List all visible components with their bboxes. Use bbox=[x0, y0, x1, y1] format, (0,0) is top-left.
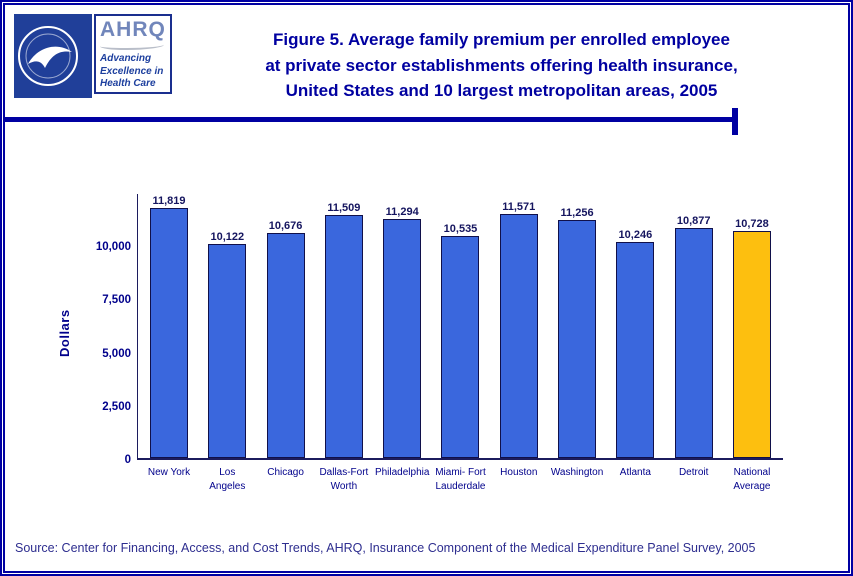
ahrq-logo-text: AHRQ bbox=[100, 18, 166, 41]
bar-group: 11,294 Philadelphia bbox=[375, 194, 430, 478]
bar-value-label: 10,246 bbox=[618, 228, 653, 241]
y-tick-label: 7,500 bbox=[102, 294, 131, 307]
y-tick-label: 10,000 bbox=[95, 241, 131, 254]
header-divider-line bbox=[5, 117, 735, 122]
bar-value-label: 11,294 bbox=[385, 206, 419, 219]
category-label: Philadelphia bbox=[374, 467, 430, 478]
category-label: Los Angeles bbox=[209, 467, 246, 492]
bar-group: 10,877 Detroit bbox=[674, 194, 713, 478]
bar bbox=[441, 235, 480, 458]
ahrq-tagline-line: Advancing bbox=[100, 53, 152, 64]
logo-group: AHRQ Advancing Excellence in Health Care bbox=[14, 14, 172, 98]
y-tick-label: 5,000 bbox=[102, 347, 131, 360]
bar-value-label: 10,728 bbox=[735, 218, 769, 231]
bar-value-label: 10,676 bbox=[268, 219, 303, 232]
category-label: Detroit bbox=[678, 467, 709, 478]
bar-value-label: 11,509 bbox=[327, 201, 361, 214]
source-note: Source: Center for Financing, Access, an… bbox=[15, 541, 756, 555]
bar bbox=[558, 220, 597, 458]
ahrq-tagline: Advancing Excellence in Health Care bbox=[100, 53, 166, 91]
bar-value-label: 11,571 bbox=[502, 200, 536, 213]
ahrq-logo: AHRQ Advancing Excellence in Health Care bbox=[94, 14, 172, 94]
bar-group: 11,509 Dallas-Fort Worth bbox=[319, 194, 368, 492]
bar-value-label: 11,819 bbox=[152, 195, 186, 208]
category-label: Houston bbox=[500, 467, 538, 478]
y-tick-label: 0 bbox=[124, 454, 131, 466]
bar-group: 10,535 Miami- Fort Lauderdale bbox=[435, 194, 486, 492]
bar-value-label: 10,535 bbox=[443, 222, 478, 235]
hhs-seal-logo bbox=[14, 14, 92, 98]
ahrq-tagline-line: Health Care bbox=[100, 78, 156, 89]
ahrq-swoosh-graphic bbox=[100, 41, 164, 50]
bar-group: 11,819 New York bbox=[148, 194, 190, 478]
chart-title-line: at private sector establishments offerin… bbox=[265, 55, 738, 75]
category-label: National Average bbox=[733, 467, 771, 492]
bar-group: 10,728 National Average bbox=[732, 194, 771, 492]
category-label: Miami- Fort Lauderdale bbox=[435, 467, 486, 492]
bar bbox=[324, 214, 363, 458]
header-divider-tick bbox=[732, 108, 738, 135]
bar bbox=[150, 208, 188, 458]
category-label: New York bbox=[147, 467, 191, 478]
bar bbox=[208, 244, 247, 458]
y-axis-tick-labels: 0 2,500 5,000 7,500 10,000 bbox=[5, 194, 131, 466]
bar bbox=[499, 213, 538, 458]
category-label: Chicago bbox=[267, 467, 304, 478]
plot-area: 11,819 New York 10,122 Los Angeles 10,676 Chic… bbox=[137, 194, 783, 492]
bar-group: 10,122 Los Angeles bbox=[208, 194, 247, 492]
bar bbox=[674, 228, 713, 458]
bar-value-label: 10,877 bbox=[676, 215, 711, 228]
bar bbox=[616, 241, 655, 458]
category-label: Atlanta bbox=[619, 467, 651, 478]
bar bbox=[383, 219, 422, 458]
bar-national-average bbox=[732, 231, 771, 458]
y-tick-label: 2,500 bbox=[102, 400, 131, 413]
chart-title-line: United States and 10 largest metropolita… bbox=[285, 81, 718, 100]
chart-title: Figure 5. Average family premium per enr… bbox=[180, 27, 823, 104]
bar bbox=[266, 232, 305, 458]
bar-group: 10,676 Chicago bbox=[266, 194, 305, 478]
ahrq-tagline-line: Excellence in bbox=[100, 65, 164, 77]
bar-group: 10,246 Atlanta bbox=[616, 194, 655, 478]
chart-title-line: Figure 5. Average family premium per enr… bbox=[273, 30, 730, 49]
bar-value-label: 11,256 bbox=[560, 207, 594, 220]
bar-value-label: 10,122 bbox=[210, 231, 245, 244]
bar-group: 11,256 Washington bbox=[551, 194, 603, 478]
bar-group: 11,571 Houston bbox=[499, 194, 538, 478]
category-label: Dallas-Fort Worth bbox=[319, 467, 369, 492]
category-label: Washington bbox=[550, 467, 604, 478]
